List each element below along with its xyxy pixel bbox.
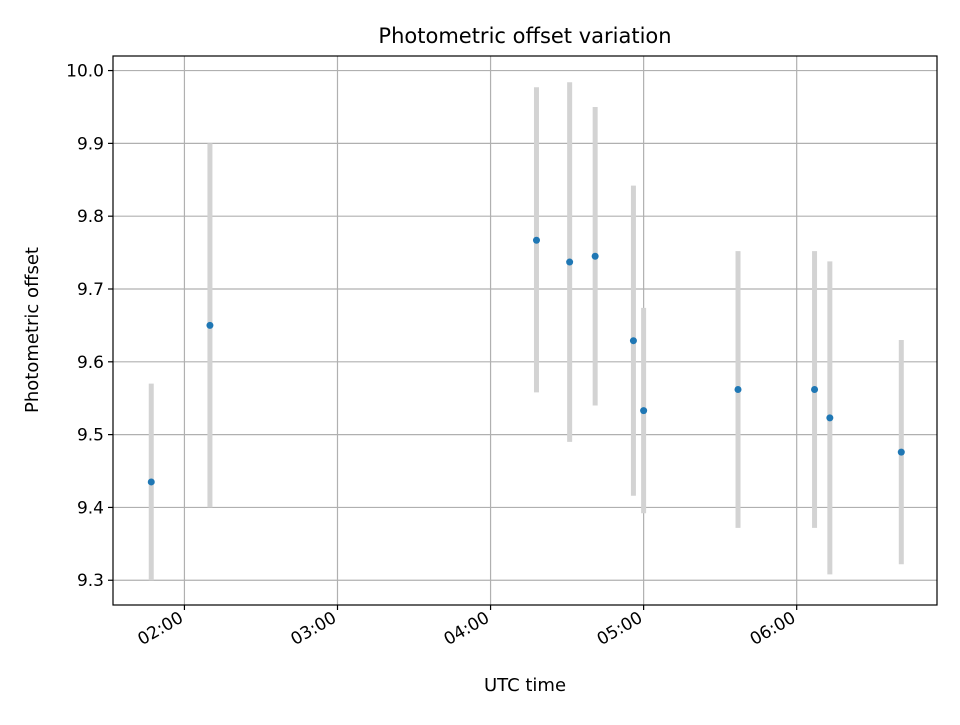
x-tick-label: 02:00 bbox=[134, 608, 186, 650]
y-tick-label: 10.0 bbox=[66, 62, 104, 82]
data-point bbox=[811, 385, 819, 393]
chart-title: Photometric offset variation bbox=[378, 24, 671, 48]
data-point bbox=[734, 385, 742, 393]
y-axis-label: Photometric offset bbox=[22, 247, 43, 413]
y-tick-label: 9.6 bbox=[77, 353, 104, 373]
y-tick-label: 9.7 bbox=[77, 280, 104, 300]
y-tick-label: 9.4 bbox=[77, 498, 104, 518]
x-tick-label: 03:00 bbox=[288, 608, 340, 650]
data-point bbox=[532, 236, 540, 244]
y-tick-label: 9.3 bbox=[77, 571, 104, 591]
data-point bbox=[629, 337, 637, 345]
data-point bbox=[206, 321, 214, 329]
x-tick-label: 04:00 bbox=[441, 608, 493, 650]
grid-lines bbox=[113, 56, 937, 605]
x-axis-label: UTC time bbox=[484, 675, 566, 696]
y-axis-ticks: 9.3 9.4 9.5 9.6 9.7 9.8 9.9 10.0 bbox=[66, 62, 113, 591]
plot-frame bbox=[112, 55, 938, 606]
data-point bbox=[591, 252, 599, 260]
y-tick-label: 9.8 bbox=[77, 207, 104, 227]
x-tick-label: 05:00 bbox=[594, 608, 646, 650]
x-axis-ticks: 02:00 03:00 04:00 05:00 06:00 bbox=[134, 605, 799, 650]
data-point bbox=[897, 448, 905, 456]
data-points bbox=[147, 236, 905, 486]
data-point bbox=[566, 258, 574, 266]
x-tick-label: 06:00 bbox=[747, 608, 799, 650]
y-tick-label: 9.5 bbox=[77, 426, 104, 446]
data-point bbox=[640, 407, 648, 415]
y-tick-label: 9.9 bbox=[77, 134, 104, 154]
error-bars bbox=[148, 82, 904, 581]
data-point bbox=[147, 478, 155, 486]
data-point bbox=[826, 414, 834, 422]
